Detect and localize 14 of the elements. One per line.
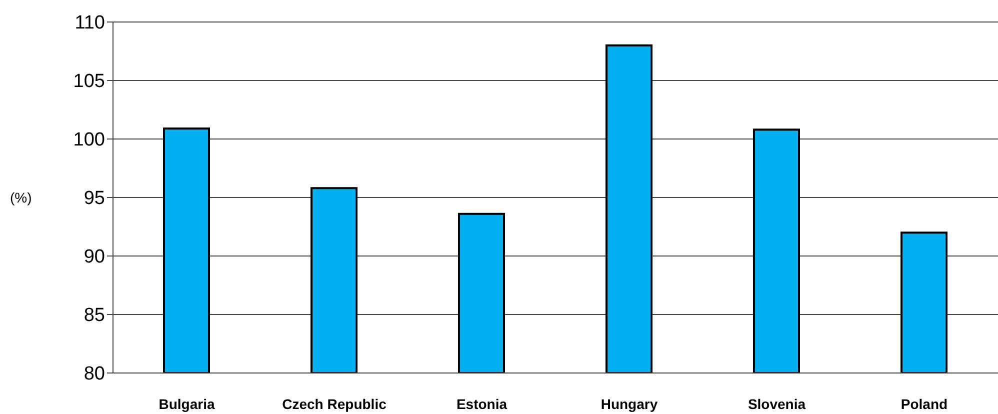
x-tick-label: Slovenia xyxy=(748,396,806,412)
x-tick-label: Estonia xyxy=(456,396,508,412)
y-tick-label: 105 xyxy=(73,71,105,92)
y-tick-label: 90 xyxy=(84,246,105,268)
y-tick-label: 100 xyxy=(73,130,105,151)
y-tick-label: 80 xyxy=(84,364,105,385)
y-tick-label: 110 xyxy=(74,12,105,34)
x-tick-label: Hungary xyxy=(600,396,658,412)
y-tick-label: 85 xyxy=(84,305,105,326)
x-tick-label: Czech Republic xyxy=(282,396,387,412)
y-tick-label: 95 xyxy=(84,188,105,210)
y-axis-title: (%) xyxy=(10,189,32,206)
x-tick-label: Bulgaria xyxy=(158,396,215,412)
x-tick-label: Poland xyxy=(900,396,948,412)
